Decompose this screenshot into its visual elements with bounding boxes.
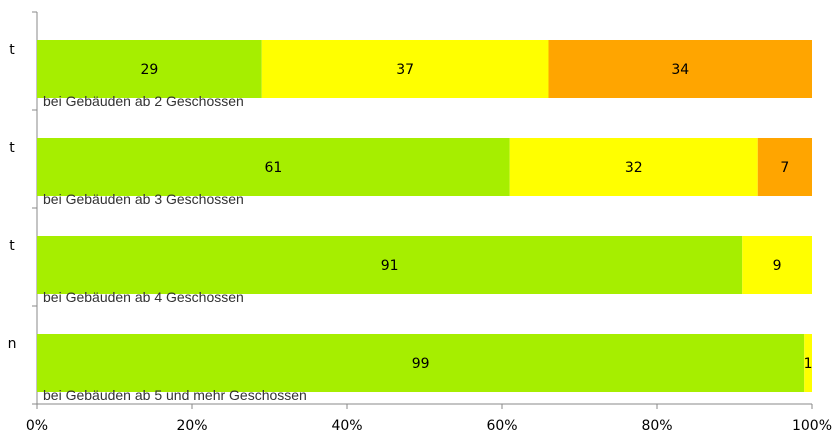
bar-segment xyxy=(548,40,812,98)
row-label: t xyxy=(9,42,15,58)
bar-value-label: 91 xyxy=(381,258,399,274)
x-tick-label: 60% xyxy=(486,418,517,434)
bar-value-label: 61 xyxy=(264,160,282,176)
bar-segment xyxy=(509,138,758,196)
x-tick-label: 20% xyxy=(176,418,207,434)
bar-value-label: 29 xyxy=(140,62,158,78)
row-label: t xyxy=(9,238,15,254)
bar-segment xyxy=(37,334,805,392)
bar-value-label: 37 xyxy=(396,62,414,78)
category-label: bei Gebäuden ab 4 Geschossen xyxy=(43,289,244,305)
x-tick-label: 80% xyxy=(641,418,672,434)
row-label: t xyxy=(9,140,15,156)
x-tick-label: 40% xyxy=(331,418,362,434)
x-tick-label: 100% xyxy=(792,418,832,434)
bar-value-label: 7 xyxy=(780,160,789,176)
bar-segment xyxy=(742,236,812,294)
bar-segment xyxy=(37,138,510,196)
bar-segment xyxy=(757,138,812,196)
bar-value-label: 32 xyxy=(625,160,643,176)
bar-segment xyxy=(37,40,262,98)
bar-segment xyxy=(804,334,812,392)
x-tick-label: 0% xyxy=(26,418,48,434)
category-label: bei Gebäuden ab 2 Geschossen xyxy=(43,93,244,109)
bar-value-label: 1 xyxy=(804,356,813,372)
category-label: bei Gebäuden ab 5 und mehr Geschossen xyxy=(43,387,307,403)
row-label: n xyxy=(8,336,17,352)
category-label: bei Gebäuden ab 3 Geschossen xyxy=(43,191,244,207)
bar-value-label: 34 xyxy=(671,62,689,78)
bar-value-label: 99 xyxy=(412,356,430,372)
bar-segment xyxy=(261,40,549,98)
bar-value-label: 9 xyxy=(773,258,782,274)
bar-segment xyxy=(37,236,743,294)
